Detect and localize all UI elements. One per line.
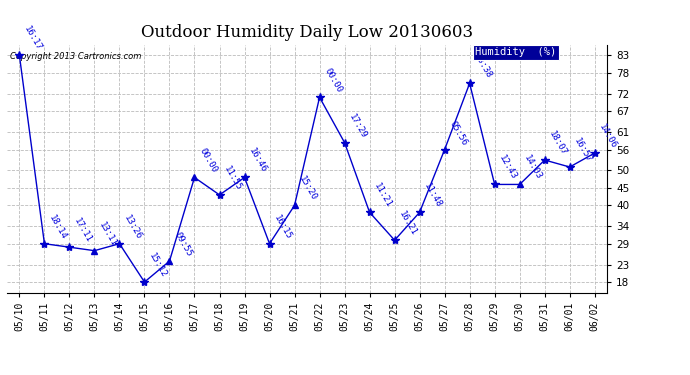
Text: Humidity  (%): Humidity (%) — [475, 48, 556, 57]
Text: 16:57: 16:57 — [573, 136, 593, 164]
Text: 14:06: 14:06 — [598, 123, 619, 150]
Text: 05:56: 05:56 — [447, 119, 469, 147]
Text: 16:17: 16:17 — [22, 25, 43, 52]
Text: 18:07: 18:07 — [547, 129, 569, 157]
Text: 11:48: 11:48 — [422, 182, 444, 210]
Text: 17:29: 17:29 — [347, 112, 368, 140]
Title: Outdoor Humidity Daily Low 20130603: Outdoor Humidity Daily Low 20130603 — [141, 24, 473, 40]
Text: 16:21: 16:21 — [397, 210, 419, 237]
Text: 13:11: 13:11 — [97, 220, 119, 248]
Text: 13:38: 13:38 — [473, 53, 493, 81]
Text: 16:46: 16:46 — [247, 147, 268, 175]
Text: 09:55: 09:55 — [172, 231, 193, 258]
Text: 15:12: 15:12 — [147, 252, 168, 279]
Text: 13:26: 13:26 — [122, 213, 144, 241]
Text: 15:20: 15:20 — [297, 175, 319, 202]
Text: 18:14: 18:14 — [47, 213, 68, 241]
Text: 17:11: 17:11 — [72, 217, 93, 244]
Text: 00:00: 00:00 — [197, 147, 219, 175]
Text: 11:55: 11:55 — [222, 164, 244, 192]
Text: 12:43: 12:43 — [497, 154, 519, 182]
Text: 11:21: 11:21 — [373, 182, 393, 210]
Text: 00:00: 00:00 — [322, 67, 344, 94]
Text: 16:15: 16:15 — [273, 213, 293, 241]
Text: 14:03: 14:03 — [522, 154, 544, 182]
Text: Copyright 2013 Cartronics.com: Copyright 2013 Cartronics.com — [10, 53, 141, 62]
